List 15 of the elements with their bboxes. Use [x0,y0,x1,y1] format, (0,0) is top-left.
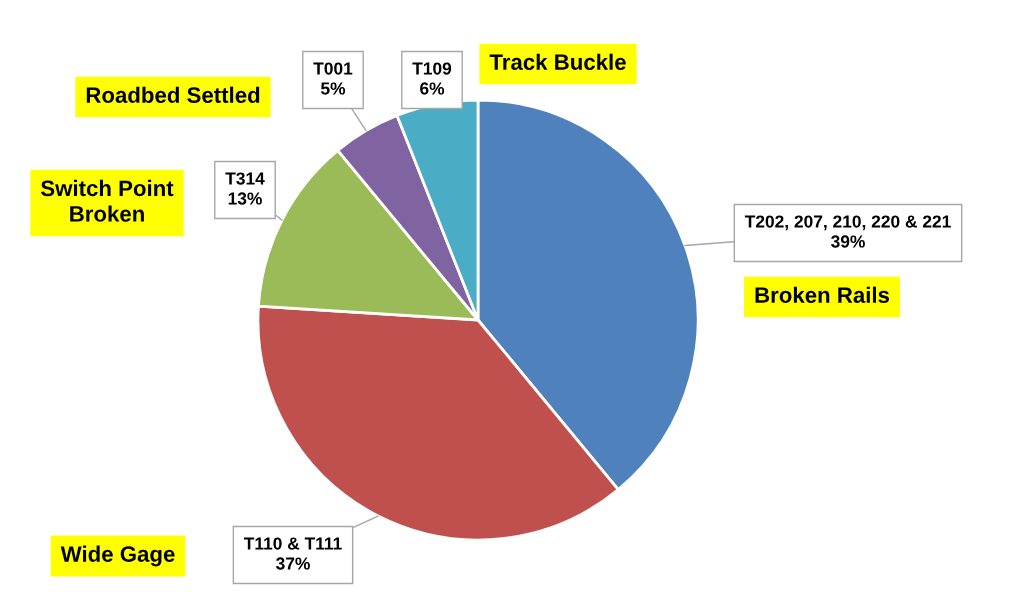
data-label: 37% [276,557,310,570]
slice-label: T001 [313,62,353,75]
text: Roadbed Settled [86,86,260,103]
text: Broken Rails [755,286,890,303]
text: Switch Point Broken [40,179,174,222]
slice-label: T314 [225,172,265,185]
text: Track Buckle [489,53,626,70]
data-label: 39% [831,235,865,248]
slice-label: T109 [412,62,452,75]
text: Wide Gage [60,545,175,567]
data-label: 6% [420,82,445,95]
slice-label: T110 & T111 [243,537,342,550]
data-label: 5% [320,82,346,95]
slice-label: T202, 207, 210, 220 & 221 [744,215,951,231]
data-label: 13% [228,192,262,205]
